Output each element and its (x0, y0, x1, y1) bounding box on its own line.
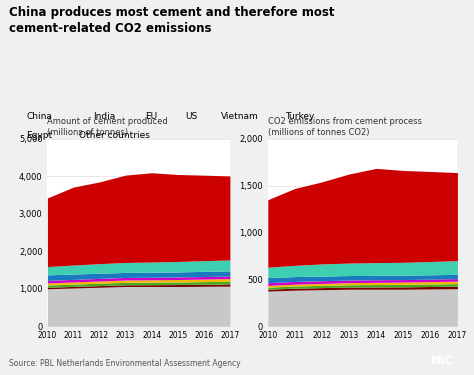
Text: Amount of cement produced
(millions of tonnes): Amount of cement produced (millions of t… (47, 117, 168, 136)
Text: Other countries: Other countries (79, 130, 150, 140)
Text: US: US (185, 112, 198, 121)
Text: India: India (93, 112, 115, 121)
Text: EU: EU (145, 112, 157, 121)
Text: China: China (27, 112, 53, 121)
Text: BBC: BBC (430, 356, 452, 366)
Text: China produces most cement and therefore most
cement-related CO2 emissions: China produces most cement and therefore… (9, 6, 335, 34)
Text: Vietnam: Vietnam (221, 112, 259, 121)
Text: Egypt: Egypt (27, 130, 53, 140)
Text: Turkey: Turkey (285, 112, 314, 121)
Text: CO2 emissions from cement process
(millions of tonnes CO2): CO2 emissions from cement process (milli… (268, 117, 422, 136)
Text: Source: PBL Netherlands Environmental Assessment Agency: Source: PBL Netherlands Environmental As… (9, 358, 241, 368)
